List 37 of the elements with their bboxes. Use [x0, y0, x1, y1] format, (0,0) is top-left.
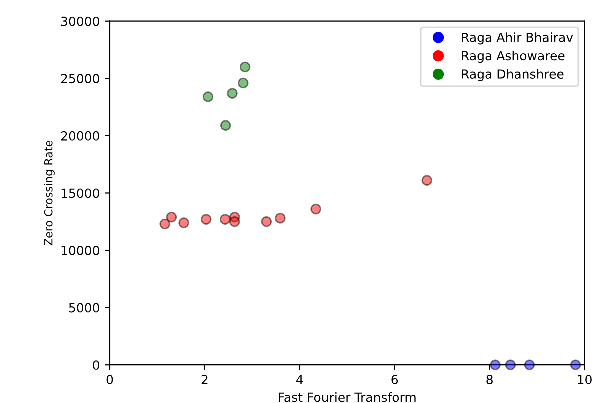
point [524, 360, 536, 370]
point [570, 360, 582, 370]
y-tick-label: 30000 [61, 16, 100, 26]
point [220, 120, 232, 131]
point [238, 78, 249, 89]
point [240, 62, 251, 73]
x-tick-label: 0 [106, 375, 114, 385]
y-tick-label: 0 [93, 360, 100, 370]
point [201, 214, 212, 225]
point [230, 216, 240, 228]
point [490, 360, 501, 370]
point [166, 212, 178, 223]
x-axis-title: Fast Fourier Transform [279, 392, 416, 402]
y-tick-label: 10000 [62, 246, 100, 256]
legend-label: Raga Dhanshree [462, 69, 564, 82]
x-tick-label: 4 [296, 375, 304, 384]
point [261, 216, 272, 228]
point [422, 175, 432, 186]
x-tick-label: 2 [202, 375, 208, 384]
point [220, 214, 231, 225]
point [275, 213, 286, 224]
x-tick-label: 6 [392, 375, 398, 385]
y-tick-label: 5000 [69, 303, 100, 313]
point [160, 218, 170, 230]
x-tick-label: 10 [578, 375, 592, 385]
legend-label: Raga Ashowaree [462, 50, 565, 64]
point [310, 204, 322, 215]
y-axis-title: Zero Crossing Rate [44, 140, 55, 246]
y-tick-label: 15000 [62, 188, 100, 198]
point [227, 88, 238, 99]
point [202, 92, 214, 102]
y-tick-label: 25000 [61, 74, 100, 84]
point [505, 360, 516, 370]
x-tick-label: 8 [486, 375, 493, 385]
legend-label: Raga Ahir Bhairav [462, 32, 574, 45]
y-tick-label: 20000 [61, 131, 100, 141]
point [178, 218, 190, 228]
